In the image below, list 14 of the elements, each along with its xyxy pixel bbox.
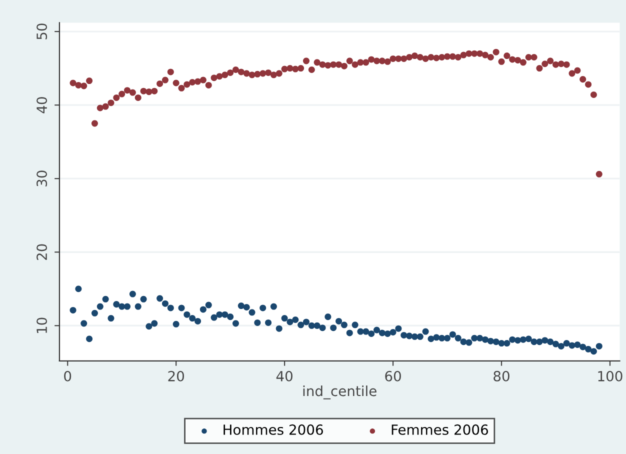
x-tick-label: 0 (64, 370, 72, 382)
y-tick-label: 30 (36, 170, 48, 186)
x-tick-label: 60 (385, 370, 401, 382)
x-tick-label: 100 (598, 370, 622, 382)
x-tick-label: 40 (276, 370, 292, 382)
y-tick-label: 20 (36, 244, 48, 260)
x-tick-label: 80 (494, 370, 510, 382)
x-tick-label: 20 (168, 370, 184, 382)
legend-label: Femmes 2006 (392, 424, 488, 435)
x-axis-title: ind_centile (303, 385, 376, 400)
y-tick-label: 10 (36, 318, 48, 333)
y-tick-label: 50 (36, 24, 48, 40)
legend-label: Hommes 2006 (224, 424, 323, 435)
y-tick-label: 40 (36, 97, 48, 114)
